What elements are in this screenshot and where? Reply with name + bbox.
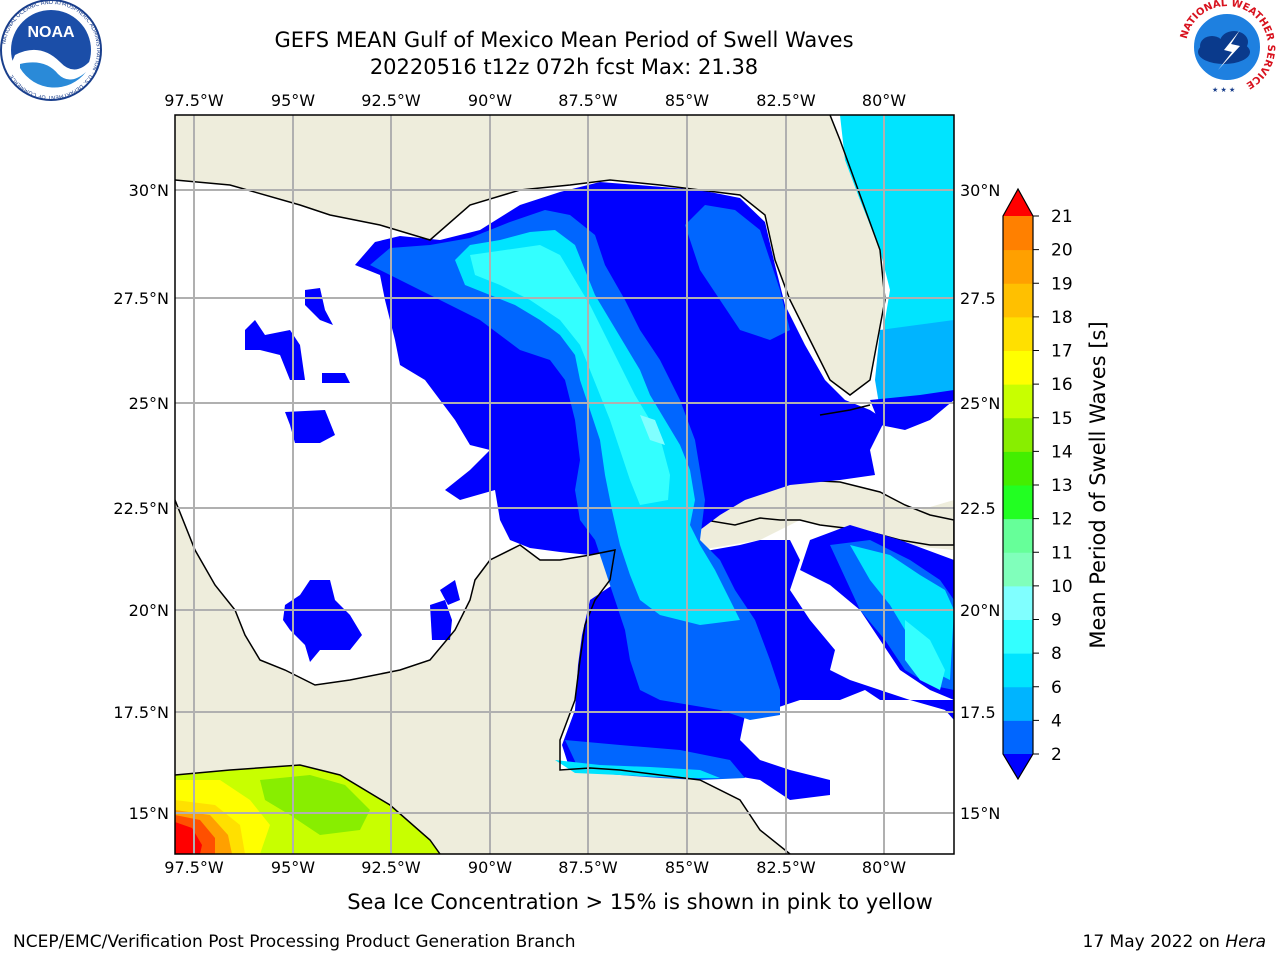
noaa-logo-text: NOAA — [27, 24, 75, 41]
nws-logo-icon: NATIONAL WEATHER SERVICE ★ ★ ★ — [1179, 0, 1276, 94]
footer-date: 17 May 2022 on Hera — [1083, 932, 1267, 952]
colorbar-band — [1003, 585, 1033, 620]
colorbar-ticks: 2 4 6 8 9 10 11 12 13 14 15 16 17 18 19 20 21 — [1033, 207, 1073, 765]
lat-tick-right: 15°N — [960, 804, 1000, 823]
lon-tick-bottom: 82.5°W — [756, 858, 816, 877]
map-subtitle: 20220516 t12z 072h fcst Max: 21.38 — [369, 55, 759, 79]
colorbar-extend-low — [1003, 754, 1033, 779]
lon-tick-bottom: 90°W — [468, 858, 512, 877]
map-title: GEFS MEAN Gulf of Mexico Mean Period of … — [274, 28, 854, 52]
colorbar: 2 4 6 8 9 10 11 12 13 14 15 16 17 18 19 20 21 Mean Perio… — [1002, 187, 1110, 781]
footer-machine: Hera — [1225, 932, 1266, 952]
lon-tick-top: 90°W — [468, 91, 512, 110]
colorbar-tick-label: 10 — [1051, 577, 1073, 597]
lon-tick-top: 82.5°W — [756, 91, 816, 110]
noaa-logo-icon: NOAA NATIONAL OCEANIC AND ATMOSPHERIC AD… — [0, 0, 102, 101]
lat-tick-left: 30°N — [129, 181, 169, 200]
colorbar-band — [1003, 316, 1033, 351]
colorbar-tick-label: 9 — [1051, 611, 1062, 631]
colorbar-tick-label: 6 — [1051, 678, 1062, 698]
florida-land — [740, 115, 885, 395]
colorbar-tick-label: 20 — [1051, 241, 1073, 261]
yucatan-land — [175, 500, 615, 740]
colorbar-band — [1003, 350, 1033, 385]
colorbar-band — [1003, 283, 1033, 318]
colorbar-tick-label: 19 — [1051, 274, 1073, 294]
colorbar-band — [1003, 451, 1033, 486]
lon-tick-bottom: 87.5°W — [558, 858, 618, 877]
lat-tick-left: 17.5°N — [113, 703, 169, 722]
lat-ticks-right: 30°N 27.5 25°N 22.5 20°N 17.5 15°N — [960, 181, 1000, 823]
graticule — [175, 115, 954, 854]
colorbar-extend-high — [1003, 189, 1033, 216]
sea-ice-caption: Sea Ice Concentration > 15% is shown in … — [347, 890, 933, 914]
lon-tick-bottom: 92.5°W — [361, 858, 421, 877]
lon-tick-bottom: 97.5°W — [164, 858, 224, 877]
swell-contours — [245, 115, 954, 800]
lon-ticks-bottom: 97.5°W 95°W 92.5°W 90°W 87.5°W 85°W 82.5… — [164, 858, 906, 877]
lat-tick-right: 20°N — [960, 601, 1000, 620]
lon-tick-bottom: 80°W — [862, 858, 906, 877]
colorbar-tick-label: 14 — [1051, 442, 1073, 462]
colorbar-tick-label: 4 — [1051, 711, 1062, 731]
lat-tick-right: 30°N — [960, 181, 1000, 200]
colorbar-band — [1003, 216, 1033, 251]
colorbar-band — [1003, 417, 1033, 452]
colorbar-band — [1003, 384, 1033, 419]
lon-tick-top: 85°W — [665, 91, 709, 110]
footer-date-text: 17 May 2022 on — [1082, 932, 1220, 952]
colorbar-band — [1003, 653, 1033, 688]
map-area — [175, 115, 954, 854]
colorbar-band — [1003, 518, 1033, 553]
lat-tick-left: 15°N — [129, 804, 169, 823]
lat-tick-left: 25°N — [129, 394, 169, 413]
lat-tick-right: 25°N — [960, 394, 1000, 413]
lon-tick-top: 95°W — [271, 91, 315, 110]
colorbar-tick-label: 16 — [1051, 375, 1073, 395]
lon-tick-top: 92.5°W — [361, 91, 421, 110]
footer-credit: NCEP/EMC/Verification Post Processing Pr… — [13, 932, 576, 952]
lon-tick-top: 97.5°W — [164, 91, 224, 110]
lon-ticks-top: 97.5°W 95°W 92.5°W 90°W 87.5°W 85°W 82.5… — [164, 91, 906, 110]
lat-tick-right: 17.5 — [960, 703, 996, 722]
colorbar-band — [1003, 686, 1033, 721]
colorbar-tick-label: 18 — [1051, 308, 1073, 328]
lon-tick-bottom: 95°W — [271, 858, 315, 877]
colorbar-tick-label: 11 — [1051, 543, 1073, 563]
central-america-land — [175, 740, 790, 854]
colorbar-tick-label: 12 — [1051, 510, 1073, 530]
lon-tick-top: 87.5°W — [558, 91, 618, 110]
colorbar-tick-label: 2 — [1051, 745, 1062, 765]
lat-tick-right: 27.5 — [960, 289, 996, 308]
pacific-swell-contours — [175, 765, 440, 854]
coastline — [175, 115, 886, 854]
colorbar-tick-label: 13 — [1051, 476, 1073, 496]
colorbar-tick-label: 8 — [1051, 644, 1062, 664]
lat-tick-left: 20°N — [129, 601, 169, 620]
colorbar-bands — [1003, 189, 1033, 779]
lat-tick-left: 22.5°N — [113, 499, 169, 518]
svg-text:★ ★ ★: ★ ★ ★ — [1212, 86, 1235, 94]
lat-tick-left: 27.5°N — [113, 289, 169, 308]
lat-tick-right: 22.5 — [960, 499, 996, 518]
colorbar-tick-label: 21 — [1051, 207, 1073, 227]
colorbar-label: Mean Period of Swell Waves [s] — [1086, 321, 1110, 648]
lon-tick-bottom: 85°W — [665, 858, 709, 877]
colorbar-band — [1003, 552, 1033, 587]
lat-ticks-left: 30°N 27.5°N 25°N 22.5°N 20°N 17.5°N 15°N — [113, 181, 169, 823]
colorbar-band — [1003, 720, 1033, 755]
colorbar-tick-label: 15 — [1051, 409, 1073, 429]
colorbar-band — [1003, 249, 1033, 284]
colorbar-band — [1003, 619, 1033, 654]
colorbar-tick-label: 17 — [1051, 342, 1073, 362]
lon-tick-top: 80°W — [862, 91, 906, 110]
map-frame — [174, 114, 955, 855]
colorbar-band — [1003, 485, 1033, 520]
